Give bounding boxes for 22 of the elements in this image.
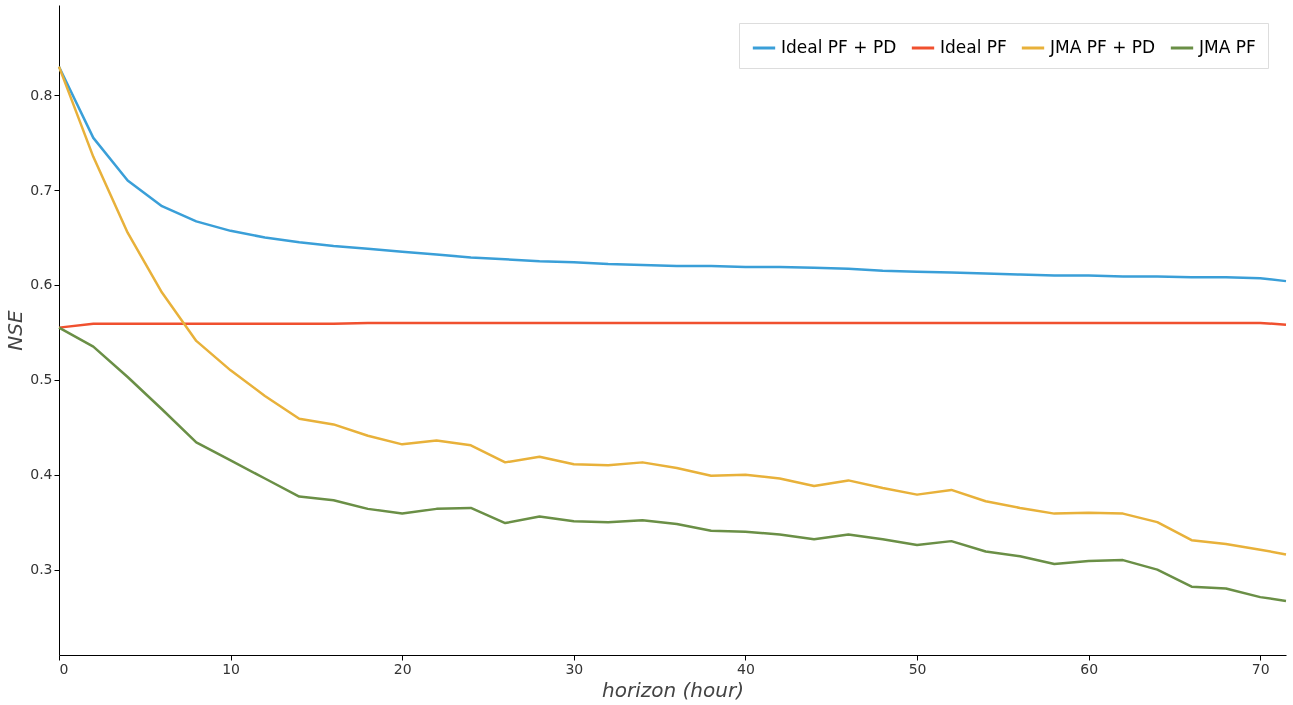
y-tick-label: 0.4	[30, 466, 53, 483]
y-tick-label: 0.5	[30, 371, 53, 388]
y-tick-label: 0.6	[30, 276, 53, 293]
y-axis-title: NSE	[3, 309, 28, 351]
legend-label: JMA PF + PD	[1049, 37, 1156, 57]
line-series	[57, 326, 1288, 603]
x-tick-label: 30	[565, 660, 584, 677]
legend-label: Ideal PF + PD	[781, 37, 897, 57]
line-series	[57, 65, 1288, 556]
x-tick-label: 60	[1080, 660, 1099, 677]
legend-label: Ideal PF	[940, 37, 1007, 57]
x-tick-label: 70	[1251, 660, 1270, 677]
x-tick-label: 0	[59, 660, 69, 677]
x-tick-label: 50	[908, 660, 927, 677]
x-axis-title: horizon (hour)	[602, 677, 744, 702]
y-tick-label: 0.3	[30, 561, 53, 578]
y-tick-label: 0.7	[30, 181, 53, 198]
legend-label: JMA PF	[1198, 37, 1256, 57]
x-tick-label: 40	[737, 660, 755, 677]
y-tick-label: 0.8	[30, 86, 53, 103]
x-tick-label: 10	[222, 660, 241, 677]
x-tick-label: 20	[393, 660, 412, 677]
